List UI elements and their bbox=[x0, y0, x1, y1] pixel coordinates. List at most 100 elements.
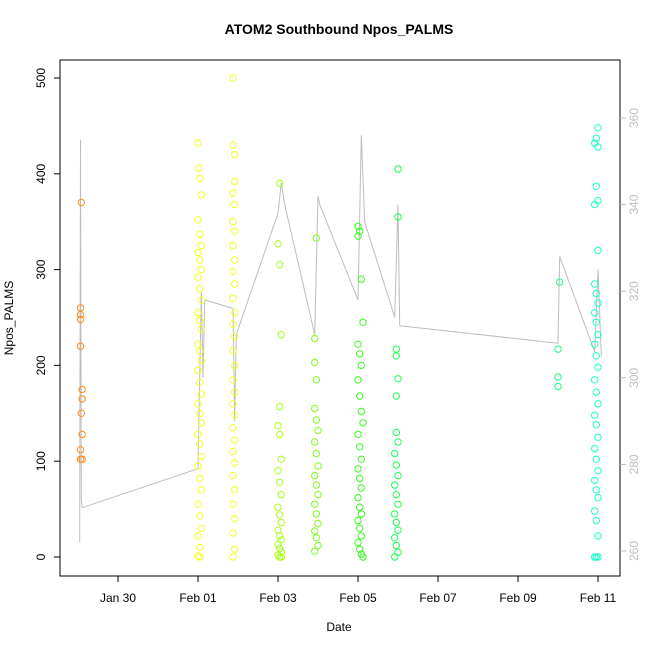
data-point bbox=[196, 256, 204, 264]
data-point bbox=[229, 241, 237, 250]
data-point bbox=[229, 267, 237, 276]
data-point bbox=[195, 164, 203, 172]
data-point bbox=[591, 476, 599, 485]
data-point bbox=[274, 540, 282, 549]
data-point bbox=[591, 411, 599, 419]
y2-tick-label: 280 bbox=[627, 454, 641, 474]
data-point bbox=[354, 493, 362, 502]
data-point bbox=[78, 455, 86, 463]
data-point bbox=[229, 189, 237, 197]
data-point bbox=[231, 256, 239, 264]
data-point bbox=[194, 216, 202, 224]
data-point bbox=[356, 545, 364, 553]
data-point bbox=[357, 407, 365, 416]
data-point bbox=[229, 294, 237, 302]
data-point bbox=[194, 532, 202, 540]
data-point bbox=[312, 510, 320, 518]
data-point bbox=[197, 452, 206, 461]
data-point bbox=[591, 507, 599, 515]
data-point bbox=[391, 449, 399, 458]
data-point bbox=[231, 333, 239, 341]
line-segment bbox=[364, 221, 396, 318]
x-tick-label: Feb 07 bbox=[419, 591, 457, 605]
data-point bbox=[276, 179, 284, 188]
data-point bbox=[276, 544, 284, 553]
data-point bbox=[77, 198, 86, 207]
x-axis-title: Date bbox=[326, 620, 352, 634]
y-tick-label: 500 bbox=[34, 68, 48, 88]
data-point bbox=[357, 275, 365, 283]
data-point bbox=[592, 134, 600, 143]
data-point bbox=[394, 500, 402, 508]
data-point bbox=[197, 390, 206, 398]
data-point bbox=[392, 541, 400, 550]
data-point bbox=[276, 478, 284, 486]
y2-tick-label: 260 bbox=[627, 541, 641, 561]
data-point bbox=[391, 534, 399, 542]
data-point bbox=[394, 375, 402, 383]
data-point bbox=[592, 421, 600, 429]
data-point bbox=[314, 426, 322, 435]
data-point bbox=[312, 481, 320, 489]
line-segment bbox=[284, 204, 316, 335]
data-point bbox=[591, 309, 599, 317]
data-point bbox=[196, 378, 204, 387]
data-point bbox=[76, 315, 85, 324]
data-point bbox=[231, 227, 239, 236]
data-point bbox=[231, 486, 239, 494]
x-tick-label: Feb 09 bbox=[499, 591, 537, 605]
data-point bbox=[591, 376, 599, 384]
data-point bbox=[229, 471, 237, 480]
chart-title: ATOM2 Southbound Npos_PALMS bbox=[225, 21, 454, 37]
data-point bbox=[76, 342, 85, 350]
data-point bbox=[359, 318, 367, 326]
data-point bbox=[354, 430, 362, 439]
data-point bbox=[229, 74, 237, 82]
data-point bbox=[78, 395, 86, 403]
data-point bbox=[229, 376, 237, 384]
data-point bbox=[591, 200, 599, 209]
data-point bbox=[312, 234, 320, 242]
y-tick-label: 400 bbox=[34, 163, 48, 183]
data-point bbox=[591, 280, 599, 288]
data-point bbox=[229, 447, 237, 456]
data-point bbox=[197, 191, 206, 199]
data-point bbox=[229, 320, 237, 328]
data-point bbox=[312, 376, 320, 384]
data-point bbox=[231, 388, 239, 396]
line-segment bbox=[594, 269, 602, 357]
data-point bbox=[276, 532, 284, 540]
series-group bbox=[354, 222, 367, 561]
data-point bbox=[231, 411, 239, 419]
data-point bbox=[197, 241, 206, 250]
data-point bbox=[196, 543, 204, 552]
line-segment bbox=[235, 213, 279, 335]
data-point bbox=[594, 299, 602, 307]
data-point bbox=[231, 177, 239, 186]
data-point bbox=[356, 524, 364, 532]
data-point bbox=[592, 486, 600, 494]
data-point bbox=[356, 227, 364, 236]
data-point bbox=[229, 218, 237, 226]
data-point bbox=[197, 486, 206, 494]
data-point bbox=[592, 516, 600, 525]
data-point bbox=[591, 445, 599, 453]
plot-frame bbox=[59, 59, 621, 577]
series-group bbox=[554, 278, 564, 391]
data-point bbox=[311, 334, 319, 343]
data-point bbox=[231, 200, 239, 209]
data-point bbox=[194, 273, 202, 281]
data-point bbox=[276, 511, 284, 519]
data-point bbox=[357, 510, 365, 518]
data-point bbox=[354, 340, 362, 348]
data-point bbox=[229, 424, 237, 432]
y-tick-label: 300 bbox=[34, 259, 48, 279]
data-point bbox=[229, 141, 237, 149]
line-segment bbox=[204, 299, 234, 309]
line-segment bbox=[197, 291, 206, 469]
data-point bbox=[76, 446, 85, 454]
data-point bbox=[354, 465, 362, 473]
data-point bbox=[194, 500, 202, 508]
series-group bbox=[194, 74, 239, 561]
data-point bbox=[276, 261, 284, 269]
